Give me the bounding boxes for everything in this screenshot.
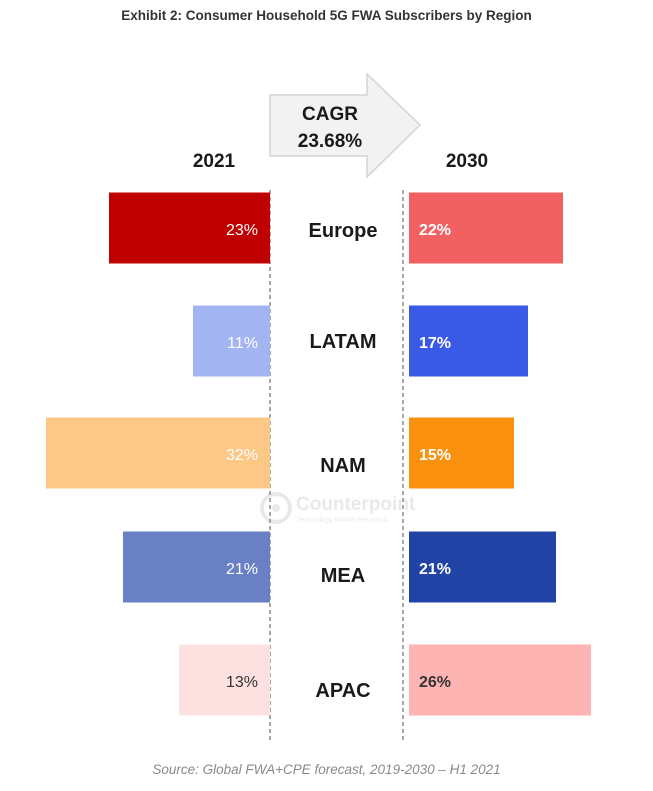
bar-2030-apac bbox=[409, 644, 591, 716]
bar-marks: 23% 22% Europe 11% 17% LATAM 32% 15% NAM 21% 21% ME… bbox=[46, 192, 591, 716]
series-2021-label: 2021 bbox=[193, 151, 236, 172]
data-label-2030-europe: 22% bbox=[419, 222, 451, 239]
source-note: Source: Global FWA+CPE forecast, 2019-20… bbox=[152, 762, 501, 777]
bar-2030-nam bbox=[409, 417, 514, 489]
bar-2030-europe bbox=[409, 192, 563, 264]
data-label-2021-latam: 11% bbox=[227, 335, 258, 352]
category-label-latam: LATAM bbox=[309, 331, 376, 353]
watermark-name: Counterpoint bbox=[296, 494, 416, 515]
bar-2021-mea bbox=[123, 531, 270, 603]
bar-2021-apac bbox=[179, 644, 270, 716]
watermark-logo-icon bbox=[260, 492, 292, 524]
data-label-2021-apac: 13% bbox=[226, 674, 258, 691]
bar-2030-latam bbox=[409, 305, 528, 377]
chart-title: Exhibit 2: Consumer Household 5G FWA Sub… bbox=[121, 8, 532, 23]
category-label-nam: NAM bbox=[320, 455, 366, 477]
watermark-tagline: Technology Market Research bbox=[297, 517, 388, 524]
data-label-2030-mea: 21% bbox=[419, 561, 451, 578]
category-label-europe: Europe bbox=[309, 220, 378, 242]
data-label-2030-apac: 26% bbox=[419, 674, 451, 691]
bar-2021-nam bbox=[46, 417, 270, 489]
cagr-arrow: CAGR 23.68% bbox=[269, 72, 422, 179]
data-label-2030-nam: 15% bbox=[419, 447, 451, 464]
category-label-mea: MEA bbox=[321, 565, 365, 587]
data-label-2030-latam: 17% bbox=[419, 335, 451, 352]
data-label-2021-nam: 32% bbox=[226, 447, 258, 464]
cagr-arrow-shape bbox=[269, 72, 422, 179]
data-label-2021-europe: 23% bbox=[226, 222, 258, 239]
watermark-logo-dot bbox=[272, 504, 280, 512]
bar-2021-latam bbox=[193, 305, 270, 377]
bar-2030-mea bbox=[409, 531, 556, 603]
data-label-2021-mea: 21% bbox=[226, 561, 258, 578]
bar-2021-europe bbox=[109, 192, 270, 264]
category-label-apac: APAC bbox=[315, 680, 370, 702]
cagr-label: CAGR bbox=[302, 104, 358, 125]
counterpoint-watermark: Counterpoint Technology Market Research bbox=[260, 492, 416, 524]
cagr-value: 23.68% bbox=[298, 131, 363, 152]
series-2030-label: 2030 bbox=[446, 151, 488, 172]
